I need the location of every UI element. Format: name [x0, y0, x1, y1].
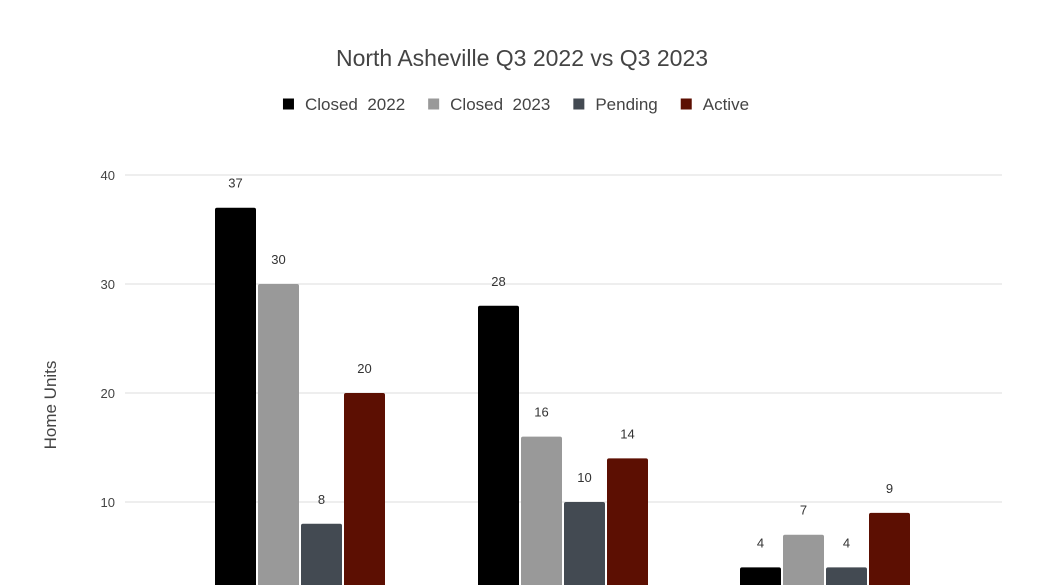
bar: [826, 567, 867, 585]
y-tick-label: 40: [101, 168, 115, 183]
legend-label: Pending: [595, 95, 657, 114]
data-label: 16: [534, 405, 548, 420]
gridlines: [125, 174, 1002, 503]
legend-item: Active: [680, 95, 749, 114]
legend-swatch: [680, 98, 692, 110]
legend-label: Closed 2023: [450, 95, 550, 114]
bar: [215, 207, 256, 585]
legend-item: Closed 2022: [282, 95, 405, 114]
chart-title: North Asheville Q3 2022 vs Q3 2023: [336, 45, 708, 71]
legend-swatch: [573, 98, 585, 110]
y-tick-label: 20: [101, 386, 115, 401]
bar: [783, 534, 824, 585]
bar: [521, 436, 562, 585]
bar: [869, 512, 910, 585]
y-axis-ticks: 10 20 30 40: [101, 168, 115, 510]
legend: Closed 2022 Closed 2023 Pending Active: [282, 95, 749, 114]
bar: [478, 305, 519, 585]
bar: [564, 502, 605, 585]
y-tick-label: 10: [101, 495, 115, 510]
legend-item: Closed 2023: [428, 95, 550, 114]
bar: [607, 458, 648, 585]
data-label: 10: [577, 470, 591, 485]
data-label: 37: [228, 176, 242, 191]
data-labels: 37 28 4 30 16 7 8 10 4 20 14 9: [228, 176, 893, 551]
y-tick-label: 30: [101, 277, 115, 292]
bar: [301, 523, 342, 585]
data-label: 4: [757, 535, 764, 550]
legend-label: Closed 2022: [305, 95, 405, 114]
data-label: 20: [357, 361, 371, 376]
legend-label: Active: [703, 95, 749, 114]
bar: [344, 393, 385, 585]
bar: [740, 567, 781, 585]
data-label: 8: [318, 492, 325, 507]
bar: [258, 284, 299, 585]
data-label: 28: [491, 274, 505, 289]
data-label: 4: [843, 535, 850, 550]
y-axis-label: Home Units: [41, 361, 60, 450]
data-label: 14: [620, 426, 634, 441]
legend-item: Pending: [573, 95, 658, 114]
data-label: 30: [271, 252, 285, 267]
legend-swatch: [282, 98, 294, 110]
data-label: 7: [800, 503, 807, 518]
bars: [215, 207, 910, 585]
legend-swatch: [428, 98, 440, 110]
data-label: 9: [886, 481, 893, 496]
